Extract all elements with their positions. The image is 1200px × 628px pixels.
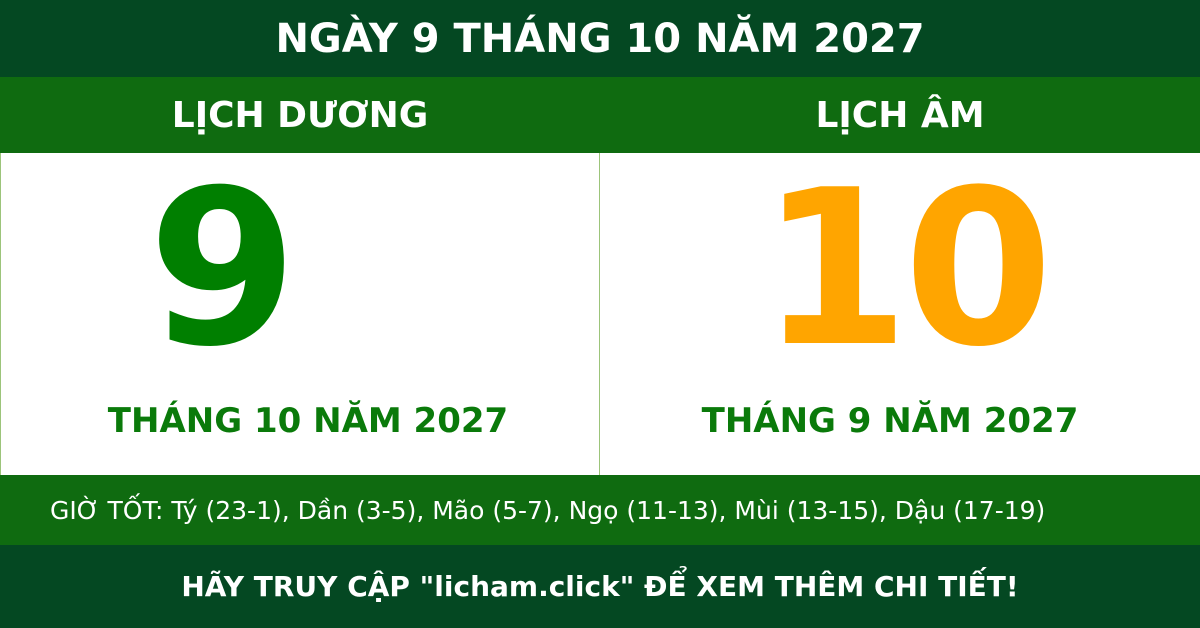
- solar-day-number: 9: [148, 143, 298, 394]
- lunar-day-number: 10: [760, 143, 1053, 394]
- lunar-month-year: THÁNG 9 NĂM 2027: [701, 401, 1079, 441]
- lunar-calendar-label: LỊCH ÂM: [815, 95, 985, 136]
- solar-month-year: THÁNG 10 NĂM 2027: [107, 401, 509, 441]
- left-edge: [0, 153, 1, 475]
- good-hours: GIỜ TỐT: Tý (23-1), Dần (3-5), Mão (5-7)…: [0, 475, 1200, 545]
- column-divider: [599, 153, 600, 475]
- calendar-body: 9 THÁNG 10 NĂM 2027 10 THÁNG 9 NĂM 2027: [0, 153, 1200, 475]
- page-title: NGÀY 9 THÁNG 10 NĂM 2027: [0, 0, 1200, 77]
- column-headers: LỊCH DƯƠNG LỊCH ÂM: [0, 77, 1200, 153]
- solar-calendar-label: LỊCH DƯƠNG: [171, 95, 429, 136]
- footer-cta: HÃY TRUY CẬP "licham.click" ĐỂ XEM THÊM …: [0, 545, 1200, 628]
